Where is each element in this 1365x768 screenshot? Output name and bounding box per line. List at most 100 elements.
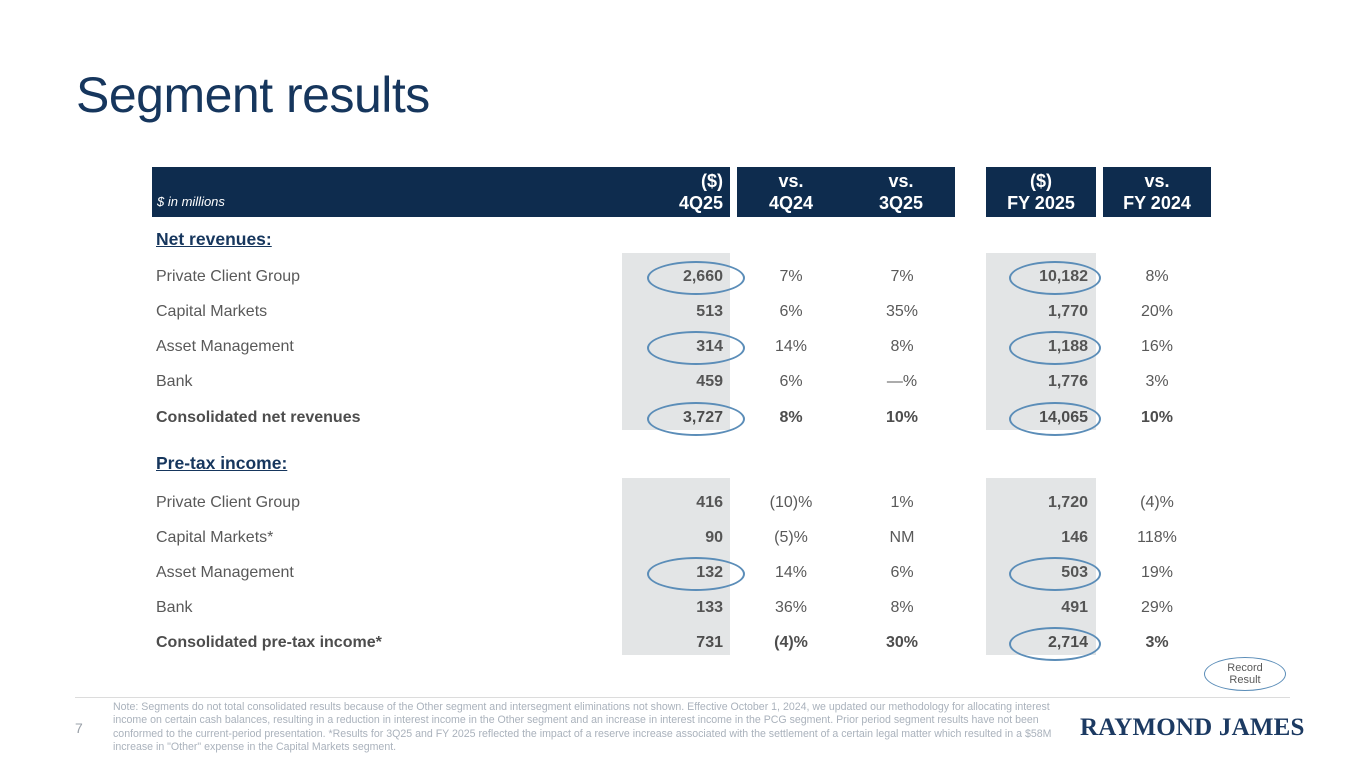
units-label: $ in millions (157, 194, 225, 209)
pct-vs-fy2024: 16% (1140, 338, 1174, 355)
pct-vs-fy2024: 118% (1137, 529, 1177, 546)
value-fy2025: 1,720 (986, 485, 1096, 520)
segment-label: Bank (156, 373, 193, 390)
table-row: Bank 459 6% —% 1,776 3% (0, 364, 1365, 399)
segment-label: Capital Markets* (156, 529, 274, 546)
column-header-4q25: ($) 4Q25 (679, 170, 723, 214)
column-header-vs-fy2024-line2: FY 2024 (1123, 193, 1191, 213)
column-header-vs-fy2024-line1: vs. (1144, 171, 1170, 191)
value-4q25: 133 (622, 590, 730, 625)
pct-vs-fy2024: (4)% (1140, 494, 1174, 511)
pct-vs-3q25: 8% (890, 338, 914, 355)
value-4q25-text: 731 (696, 634, 723, 651)
record-result-line1: Record (1227, 661, 1263, 674)
column-header-4q25-line1: ($) (701, 171, 723, 191)
table-row: Private Client Group 416 (10)% 1% 1,720 … (0, 485, 1365, 520)
section-heading-pretax-income: Pre-tax income: (156, 453, 288, 473)
table-row: Private Client Group 2,660 7% 7% 10,182 … (0, 259, 1365, 295)
table-row: Capital Markets* 90 (5)% NM 146 118% (0, 520, 1365, 555)
pct-vs-3q25: 10% (885, 409, 919, 426)
page-number: 7 (75, 720, 83, 736)
value-4q25: 132 (622, 555, 745, 591)
pct-vs-4q24: (10)% (769, 494, 813, 511)
column-header-vs-4q24-line1: vs. (778, 171, 804, 191)
page-title: Segment results (76, 67, 430, 123)
column-header-vs-4q24: vs. 4Q24 (737, 170, 845, 214)
value-fy2025: 2,714 (986, 625, 1101, 661)
table-row: Consolidated net revenues 3,727 8% 10% 1… (0, 400, 1365, 436)
value-fy2025: 503 (986, 555, 1101, 591)
footnote: Note: Segments do not total consolidated… (113, 701, 1052, 753)
value-4q25: 3,727 (622, 400, 745, 436)
segment-label: Private Client Group (156, 494, 301, 511)
pct-vs-3q25: 6% (890, 564, 914, 581)
pct-vs-fy2024: 3% (1145, 373, 1169, 390)
table-row: Capital Markets 513 6% 35% 1,770 20% (0, 294, 1365, 329)
value-fy2025-text: 491 (1061, 599, 1088, 616)
value-4q25: 731 (622, 625, 730, 660)
value-fy2025: 491 (986, 590, 1096, 625)
pct-vs-3q25: NM (889, 529, 915, 546)
record-result-badge: Record Result (1204, 657, 1286, 691)
pct-vs-4q24: (4)% (774, 634, 808, 651)
highlight-column-band (986, 253, 1096, 430)
segment-label: Capital Markets (156, 303, 268, 320)
value-4q25-text: 459 (696, 373, 723, 390)
pct-vs-3q25: 7% (890, 268, 914, 285)
pct-vs-3q25: 30% (885, 634, 919, 651)
pct-vs-4q24: 6% (779, 373, 803, 390)
column-header-vs-fy2024: vs. FY 2024 (1103, 167, 1211, 217)
value-4q25: 2,660 (622, 259, 745, 295)
value-fy2025: 1,776 (986, 364, 1096, 399)
highlight-column-band (986, 478, 1096, 655)
segment-label: Bank (156, 599, 193, 616)
value-fy2025-text: 1,776 (1047, 373, 1088, 390)
pct-vs-fy2024: 29% (1140, 599, 1174, 616)
pct-vs-4q24: 6% (779, 303, 803, 320)
table-row: Bank 133 36% 8% 491 29% (0, 590, 1365, 625)
column-header-vs-3q25-line2: 3Q25 (878, 193, 924, 213)
column-header-vs-3q25: vs. 3Q25 (847, 170, 955, 214)
column-header-vs-3q25-line1: vs. (888, 171, 914, 191)
value-4q25-text: 3,727 (682, 409, 723, 426)
pct-vs-4q24: 14% (774, 564, 808, 581)
value-fy2025-text: 1,770 (1047, 303, 1088, 320)
value-fy2025: 146 (986, 520, 1096, 555)
value-fy2025: 10,182 (986, 259, 1101, 295)
pct-vs-4q24: 8% (779, 409, 803, 426)
section-heading-net-revenues: Net revenues: (156, 229, 272, 249)
value-fy2025-text: 10,182 (1039, 268, 1088, 285)
value-fy2025: 1,188 (986, 329, 1101, 365)
column-header-fy2025: ($) FY 2025 (986, 167, 1096, 217)
pct-vs-3q25: 8% (890, 599, 914, 616)
value-fy2025: 14,065 (986, 400, 1101, 436)
pct-vs-fy2024: 10% (1140, 409, 1174, 426)
pct-vs-fy2024: 19% (1140, 564, 1174, 581)
pct-vs-4q24: 14% (774, 338, 808, 355)
table-row: Consolidated pre-tax income* 731 (4)% 30… (0, 625, 1365, 661)
table-header-vs-quarters: vs. 4Q24 vs. 3Q25 (737, 167, 955, 217)
value-4q25: 416 (622, 485, 730, 520)
value-4q25-text: 133 (696, 599, 723, 616)
segment-label: Asset Management (156, 338, 294, 355)
column-header-fy2025-line2: FY 2025 (1007, 193, 1075, 213)
value-4q25: 513 (622, 294, 730, 329)
value-4q25: 459 (622, 364, 730, 399)
value-fy2025: 1,770 (986, 294, 1096, 329)
table-row: Asset Management 132 14% 6% 503 19% (0, 555, 1365, 591)
value-fy2025-text: 146 (1061, 529, 1088, 546)
value-4q25-text: 513 (696, 303, 723, 320)
value-4q25: 90 (622, 520, 730, 555)
column-header-4q25-line2: 4Q25 (678, 193, 723, 213)
column-header-fy2025-line1: ($) (1030, 171, 1052, 191)
value-4q25-text: 416 (696, 494, 723, 511)
pct-vs-4q24: (5)% (774, 529, 808, 546)
value-fy2025-text: 503 (1061, 564, 1088, 581)
value-4q25: 314 (622, 329, 745, 365)
segment-label: Consolidated pre-tax income* (156, 634, 382, 651)
value-4q25-text: 90 (705, 529, 723, 546)
pct-vs-4q24: 7% (779, 268, 803, 285)
column-header-vs-4q24-line2: 4Q24 (768, 193, 814, 213)
footer-divider (75, 697, 1290, 698)
